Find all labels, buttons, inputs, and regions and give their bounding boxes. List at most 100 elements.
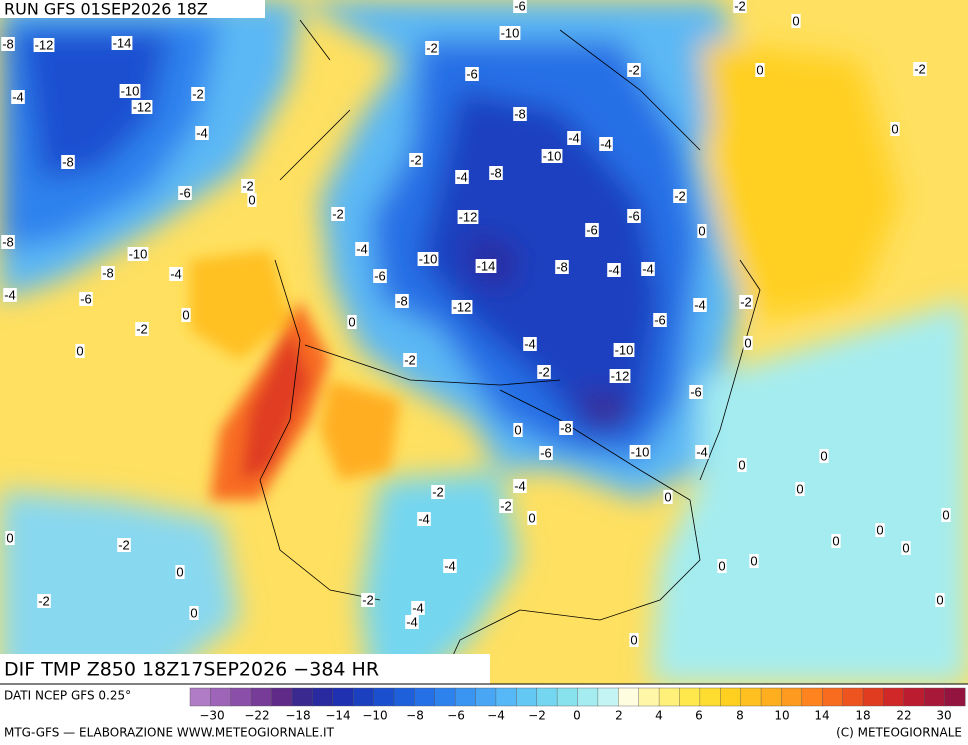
colorbar-tick-label: −10 [362, 709, 387, 723]
contour-label: 0 [750, 553, 757, 568]
contour-label: -6 [628, 208, 640, 223]
colorbar-tick-label: 14 [814, 709, 829, 723]
contour-label-bg [697, 224, 707, 238]
color-swatch [740, 687, 762, 707]
contour-label-bg [37, 594, 51, 608]
contour-label: 0 [182, 307, 189, 322]
contour-label: 0 [664, 489, 671, 504]
contour-label-bg [111, 36, 133, 50]
contour-label-bg [373, 269, 387, 283]
contour-label: -4 [406, 614, 418, 629]
color-swatch [862, 687, 884, 707]
contour-label: -6 [374, 268, 386, 283]
contour-label-bg [607, 263, 621, 277]
color-swatch [230, 687, 252, 707]
contour-label: -6 [540, 445, 552, 460]
colorbar-tick-label: 8 [736, 709, 744, 723]
contour-label-bg [609, 369, 631, 383]
color-swatch [801, 687, 823, 707]
contour-label-bg [737, 458, 747, 472]
contour-label: -6 [654, 312, 666, 327]
contour-label: -12 [611, 368, 630, 383]
contour-label-bg [361, 593, 375, 607]
contour-label: 0 [744, 335, 751, 350]
contour-label: -2 [500, 498, 512, 513]
contour-label: -2 [410, 152, 422, 167]
colorbar-tick-label: 18 [855, 709, 870, 723]
contour-label-bg [127, 247, 149, 261]
contour-label-bg [513, 107, 527, 121]
contour-label: -8 [556, 259, 568, 274]
contour-label: -4 [568, 130, 580, 145]
colorbar-tick-label: 30 [936, 709, 951, 723]
contour-label: -2 [734, 0, 746, 13]
contour-label-bg [641, 262, 655, 276]
color-swatch [271, 687, 293, 707]
contour-label-bg [599, 137, 613, 151]
data-source: DATI NCEP GFS 0.25° [4, 689, 131, 703]
contour-label-bg [541, 149, 563, 163]
coastlines [259, 19, 761, 684]
contour-label: -8 [490, 165, 502, 180]
contour-label: -10 [501, 25, 520, 40]
contour-label-bg [695, 445, 709, 459]
colorbar-tick-label: 10 [774, 709, 789, 723]
contour-label: -2 [674, 188, 686, 203]
contour-label-bg [1, 37, 15, 51]
contour-label: 0 [248, 192, 255, 207]
contour-label-bg [411, 601, 425, 615]
colorbar: −30 −22 −18 −14 −10 −8 −6 −4 −2 0 2 4 6 8 10 14 18 22 30 [189, 687, 966, 723]
contour-label: 0 [792, 13, 799, 28]
color-swatch [638, 687, 660, 707]
contour-label: -2 [38, 593, 50, 608]
contour-label: -6 [179, 185, 191, 200]
contour-label-bg [875, 523, 885, 537]
contour-label-bg [733, 0, 747, 13]
contour-label: -2 [426, 40, 438, 55]
contour-label: -2 [362, 592, 374, 607]
contour-label-bg [513, 423, 523, 437]
contour-label-bg [431, 485, 445, 499]
contour-label: -8 [514, 106, 526, 121]
color-swatch [250, 687, 273, 707]
title-box [0, 654, 490, 684]
color-swatch [597, 687, 619, 707]
color-swatch [842, 687, 864, 707]
contour-label: -8 [396, 293, 408, 308]
contour-label-bg [395, 294, 409, 308]
contour-label-bg [499, 499, 513, 513]
contour-label: -6 [690, 384, 702, 399]
contour-label: -4 [696, 444, 708, 459]
color-swatch [679, 687, 701, 707]
contour-label-bg [585, 223, 599, 237]
colorbar-tick-label: −8 [406, 709, 424, 723]
contour-label-bg [247, 193, 257, 207]
contour-label-bg [629, 633, 639, 647]
contour-label: -10 [615, 342, 634, 357]
colorbar-tick-label: −6 [447, 709, 465, 723]
contour-label-bg [451, 300, 473, 314]
colorbar-tick-label: 4 [655, 709, 663, 723]
contour-labels: -8 -12 -14-4 -10-12-2-4-8-6 -2-8-10-8 -4-4 -6-… [1, 0, 951, 647]
contour-label-bg [935, 593, 945, 607]
contour-label-bg [559, 421, 573, 435]
color-swatch [924, 687, 946, 707]
contour-label-bg [537, 365, 551, 379]
contour-label: -4 [170, 266, 182, 281]
contour-label: 0 [6, 530, 13, 545]
contour-label: -6 [514, 0, 526, 13]
contour-label-bg [195, 126, 209, 140]
color-swatch [720, 687, 742, 707]
colorbar-tick-label: −4 [487, 709, 505, 723]
colorbar-tick-label: 2 [615, 709, 623, 723]
contour-label: 0 [936, 592, 943, 607]
contour-label-bg [627, 209, 641, 223]
contour-label-bg [409, 153, 423, 167]
contour-label-bg [405, 615, 419, 629]
color-swatch [189, 687, 211, 707]
contour-label: -10 [631, 444, 650, 459]
contour-label: -4 [12, 89, 24, 104]
header-box [0, 0, 265, 18]
contour-label-bg [627, 63, 641, 77]
